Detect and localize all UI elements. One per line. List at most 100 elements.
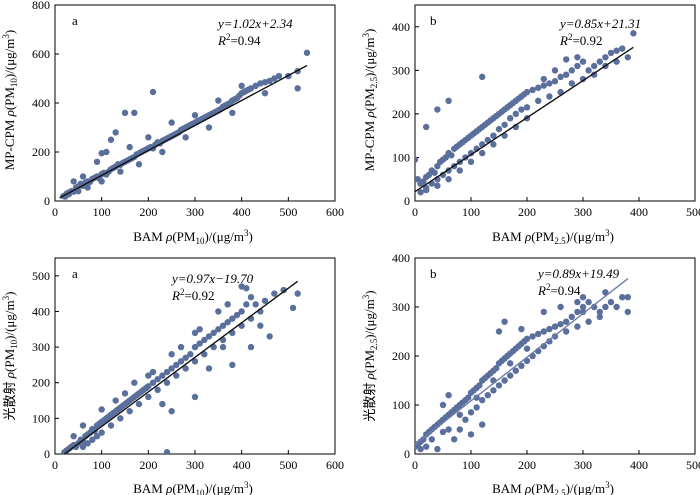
data-point: [602, 303, 609, 311]
regression-equation: y=0.97x−19.70: [170, 271, 254, 286]
data-point: [479, 396, 486, 404]
data-point: [79, 173, 87, 180]
data-point: [557, 320, 564, 328]
data-point: [456, 167, 463, 174]
data-point: [529, 333, 536, 340]
data-point: [117, 168, 124, 175]
data-point: [103, 148, 110, 156]
data-point: [467, 409, 475, 416]
data-point: [201, 351, 208, 358]
data-point: [563, 56, 570, 63]
data-point: [182, 134, 189, 141]
data-point: [177, 358, 185, 365]
data-point: [423, 186, 430, 194]
data-point: [546, 338, 553, 345]
data-point: [523, 335, 531, 343]
fit-line: [414, 278, 629, 446]
data-point: [585, 67, 592, 74]
data-point: [490, 132, 497, 139]
data-point: [439, 171, 447, 179]
data-point: [479, 73, 486, 81]
data-point: [479, 149, 486, 157]
data-point: [523, 88, 531, 96]
fit-line: [414, 46, 634, 193]
data-point: [173, 372, 180, 379]
x-tick-label: 100: [93, 458, 111, 472]
data-point: [579, 294, 587, 301]
data-point: [467, 158, 475, 165]
data-point: [121, 390, 129, 397]
y-tick-label: 200: [392, 107, 410, 121]
data-point: [602, 289, 609, 296]
data-point: [563, 71, 570, 78]
data-point: [540, 82, 547, 89]
data-point: [624, 294, 631, 301]
data-point: [439, 401, 447, 409]
data-point: [154, 386, 161, 394]
x-tick-label: 200: [139, 458, 157, 472]
data-point: [205, 333, 213, 340]
data-point: [624, 308, 631, 316]
data-point: [434, 182, 441, 189]
data-point: [619, 45, 626, 52]
data-point: [448, 152, 455, 159]
data-point: [613, 303, 620, 311]
data-point: [168, 365, 175, 372]
data-point: [518, 325, 525, 333]
data-point: [540, 328, 547, 335]
data-point: [512, 110, 519, 118]
data-point: [224, 318, 231, 326]
x-tick-label: 0: [52, 458, 58, 472]
data-point: [266, 333, 273, 340]
data-point: [131, 109, 138, 117]
data-point: [163, 379, 171, 386]
data-point: [168, 408, 175, 415]
x-tick-label: 0: [52, 205, 58, 219]
fit-line: [59, 64, 308, 199]
data-point: [579, 75, 587, 83]
data-point: [479, 421, 486, 428]
data-point: [215, 308, 222, 315]
data-point: [465, 394, 472, 401]
data-point: [229, 109, 236, 117]
y-tick-label: 200: [392, 349, 410, 363]
data-point: [546, 93, 553, 100]
data-point: [585, 318, 592, 325]
x-tick-label: 400: [233, 205, 251, 219]
data-point: [182, 354, 189, 361]
data-point: [219, 343, 227, 351]
x-tick-label: 300: [186, 205, 204, 219]
data-point: [191, 329, 199, 337]
data-point: [428, 436, 435, 443]
data-point: [196, 326, 203, 333]
data-point: [529, 86, 536, 94]
data-point: [149, 368, 157, 376]
data-point: [451, 436, 458, 443]
y-axis-label: MP-CPM ρ(PM2.5)/(μg/m3): [361, 29, 379, 172]
data-point: [535, 84, 542, 91]
data-point: [145, 372, 152, 379]
x-tick-label: 200: [139, 205, 157, 219]
data-point: [501, 318, 508, 325]
axis-ticks: 0 100 200 300 400 500 600 0 200 400 600 800: [32, 0, 344, 219]
panel-bottom-right: 0 100 200 300 400 500 0 100 200 300 400 b y=0.89x+…: [361, 251, 700, 495]
x-tick-label: 600: [326, 458, 344, 472]
data-point: [107, 422, 115, 429]
data-point: [261, 297, 269, 304]
data-point: [557, 303, 564, 311]
data-point: [191, 112, 199, 119]
x-tick-label: 600: [326, 205, 344, 219]
x-tick-label: 200: [518, 458, 536, 472]
x-tick-label: 500: [279, 205, 297, 219]
data-point: [607, 298, 615, 306]
data-point: [112, 397, 119, 404]
data-point: [98, 406, 105, 413]
fit-line: [63, 280, 299, 455]
panel-top-left: 0 100 200 300 400 500 600 0 200 400 600 800 a y=1.0…: [1, 0, 344, 246]
data-point: [117, 415, 124, 422]
x-axis-label: BAM ρ(PM10)/(μg/m3): [133, 480, 253, 495]
data-point: [191, 343, 199, 351]
y-tick-label: 100: [392, 398, 410, 412]
data-point: [243, 301, 250, 308]
